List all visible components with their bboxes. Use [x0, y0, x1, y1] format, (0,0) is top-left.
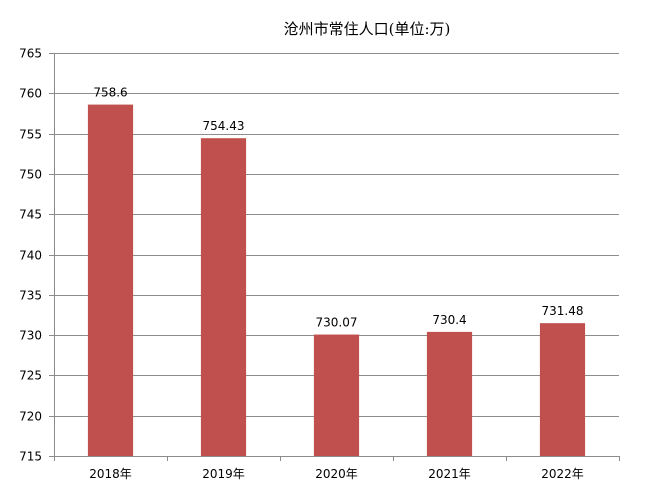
y-axis-tick-labels: 715 720 725 730 735 740 745 750 755 760 765 [19, 47, 42, 464]
data-label: 754.43 [203, 119, 245, 133]
y-tick-label: 750 [19, 168, 42, 182]
x-tick-label: 2022年 [541, 467, 584, 481]
y-tick-label: 730 [19, 329, 42, 343]
data-labels: 758.6 754.43 730.07 730.4 731.48 [93, 86, 583, 330]
bars [87, 104, 586, 457]
y-tick-label: 755 [19, 128, 42, 142]
x-tick-label: 2020年 [315, 467, 358, 481]
chart-title: 沧州市常住人口(单位:万) [284, 20, 451, 38]
bar [200, 138, 247, 456]
bar [426, 331, 473, 456]
data-label: 758.6 [93, 86, 127, 100]
gridlines [54, 53, 619, 417]
y-tick-label: 765 [19, 47, 42, 61]
x-tick-label: 2021年 [428, 467, 471, 481]
y-tick-label: 720 [19, 410, 42, 424]
y-tick-label: 725 [19, 369, 42, 383]
y-tick-label: 740 [19, 249, 42, 263]
y-tick-label: 760 [19, 87, 42, 101]
y-tick-label: 715 [19, 450, 42, 464]
data-label: 730.07 [316, 316, 358, 330]
x-tick-label: 2018年 [89, 467, 132, 481]
axes [49, 53, 620, 461]
data-label: 731.48 [542, 304, 584, 318]
bar [313, 334, 360, 456]
y-tick-label: 745 [19, 208, 42, 222]
x-tick-label: 2019年 [202, 467, 245, 481]
data-label: 730.4 [432, 313, 466, 327]
bar [539, 323, 586, 456]
y-tick-label: 735 [19, 289, 42, 303]
bar [87, 104, 134, 457]
x-axis-tick-labels: 2018年 2019年 2020年 2021年 2022年 [89, 467, 584, 481]
